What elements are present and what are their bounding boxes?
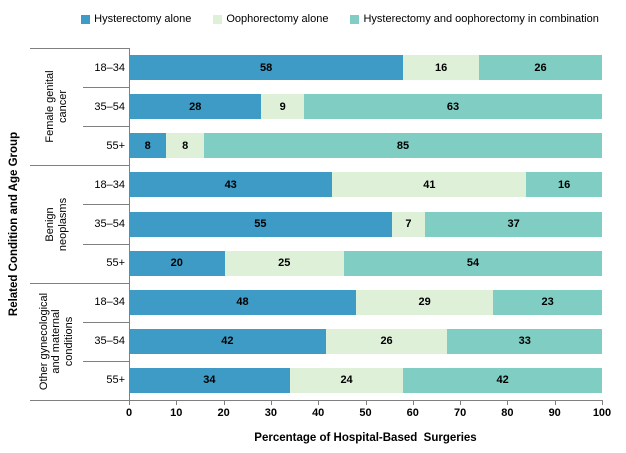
group-label-line: Other gynecological — [37, 292, 50, 390]
x-tick-label: 90 — [548, 407, 561, 419]
x-axis-tick — [129, 400, 130, 405]
x-axis-tick — [602, 400, 603, 405]
bar-segment: 63 — [304, 94, 602, 120]
x-tick-label: 60 — [406, 407, 419, 419]
bar-segment: 26 — [479, 55, 602, 81]
x-axis-tick — [223, 400, 225, 405]
age-tick-label: 35–54 — [94, 100, 125, 113]
age-separator-line — [83, 87, 129, 89]
x-axis-tick — [318, 400, 320, 405]
bar-segment: 28 — [129, 94, 262, 120]
x-axis-title: Percentage of Hospital-Based Surgeries — [254, 432, 477, 444]
age-tick-label: 18–34 — [94, 61, 125, 74]
x-axis-tick — [507, 400, 509, 405]
bar-segment: 48 — [129, 289, 357, 315]
x-tick-label: 70 — [453, 407, 467, 419]
bar-segment: 58 — [129, 55, 404, 81]
x-tick-label: 10 — [170, 407, 183, 419]
x-tick-label: 40 — [312, 407, 325, 419]
x-axis-line — [30, 400, 603, 401]
bar-segment: 25 — [224, 250, 344, 276]
x-tick-label: 50 — [359, 407, 372, 419]
x-tick-label: 20 — [217, 407, 230, 419]
age-tick-label: 35–54 — [94, 335, 125, 348]
bar-segment: 8 — [166, 133, 204, 159]
bar-segment: 42 — [403, 367, 602, 393]
x-axis-tick — [412, 400, 414, 405]
bar-segment: 26 — [325, 328, 448, 354]
bar-segment: 7 — [391, 211, 426, 237]
bar-segment: 16 — [403, 55, 479, 81]
x-tick-label: 80 — [501, 407, 514, 419]
age-tick-label: 55+ — [106, 374, 125, 387]
legend: Hysterectomy alone Oophorectomy alone Hy… — [60, 12, 620, 26]
x-tick-label: 0 — [125, 407, 133, 419]
bar-segment: 85 — [203, 133, 602, 159]
group-separator-line — [30, 282, 129, 284]
x-tick-label: 100 — [592, 407, 612, 419]
legend-label: Oophorectomy alone — [226, 13, 329, 25]
age-tick-label: 55+ — [106, 257, 125, 270]
age-separator-line — [83, 360, 129, 362]
bar-segment: 37 — [425, 211, 602, 237]
legend-swatch-oophorectomy-alone — [213, 14, 223, 24]
legend-item-hysterectomy-alone: Hysterectomy alone — [81, 12, 191, 26]
legend-label: Hysterectomy alone — [94, 13, 192, 25]
legend-label: Hysterectomy and oophorectomy in combina… — [363, 13, 599, 25]
bar-segment: 42 — [129, 328, 326, 354]
bar-segment: 29 — [356, 289, 494, 315]
x-axis-tick — [270, 400, 272, 405]
y-axis-title: Related Condition and Age Group — [8, 131, 20, 317]
x-axis-tick — [554, 400, 556, 405]
age-separator-line — [83, 126, 129, 128]
group-separator-line — [30, 165, 129, 167]
legend-swatch-combination — [350, 14, 360, 24]
age-tick-label: 55+ — [106, 139, 125, 152]
bar-segment: 34 — [129, 367, 290, 393]
legend-item-combination: Hysterectomy and oophorectomy in combina… — [350, 12, 599, 26]
group-separator-line — [30, 48, 129, 49]
bar-segment: 55 — [129, 211, 392, 237]
bar-segment: 23 — [493, 289, 602, 315]
legend-swatch-hysterectomy-alone — [81, 14, 91, 24]
bar-segment: 43 — [129, 172, 333, 198]
bar-segment: 54 — [344, 250, 602, 276]
age-tick-label: 18–34 — [94, 296, 125, 309]
bar-segment: 9 — [261, 94, 304, 120]
age-tick-label: 18–34 — [94, 178, 125, 191]
bar-segment: 16 — [526, 172, 602, 198]
bar-segment: 33 — [447, 328, 602, 354]
y-axis-line — [129, 48, 130, 400]
age-tick-label: 35–54 — [94, 217, 125, 230]
legend-item-oophorectomy-alone: Oophorectomy alone — [213, 12, 328, 26]
age-separator-line — [83, 204, 129, 206]
x-axis-tick — [460, 400, 462, 405]
bar-segment: 8 — [129, 133, 167, 159]
age-separator-line — [83, 243, 129, 245]
bar-segment: 24 — [289, 367, 404, 393]
bar-segment: 41 — [332, 172, 527, 198]
x-tick-label: 30 — [264, 407, 278, 419]
age-separator-line — [83, 321, 129, 323]
x-axis-tick — [176, 400, 178, 405]
x-axis-tick — [365, 400, 367, 405]
bar-segment: 20 — [129, 250, 225, 276]
